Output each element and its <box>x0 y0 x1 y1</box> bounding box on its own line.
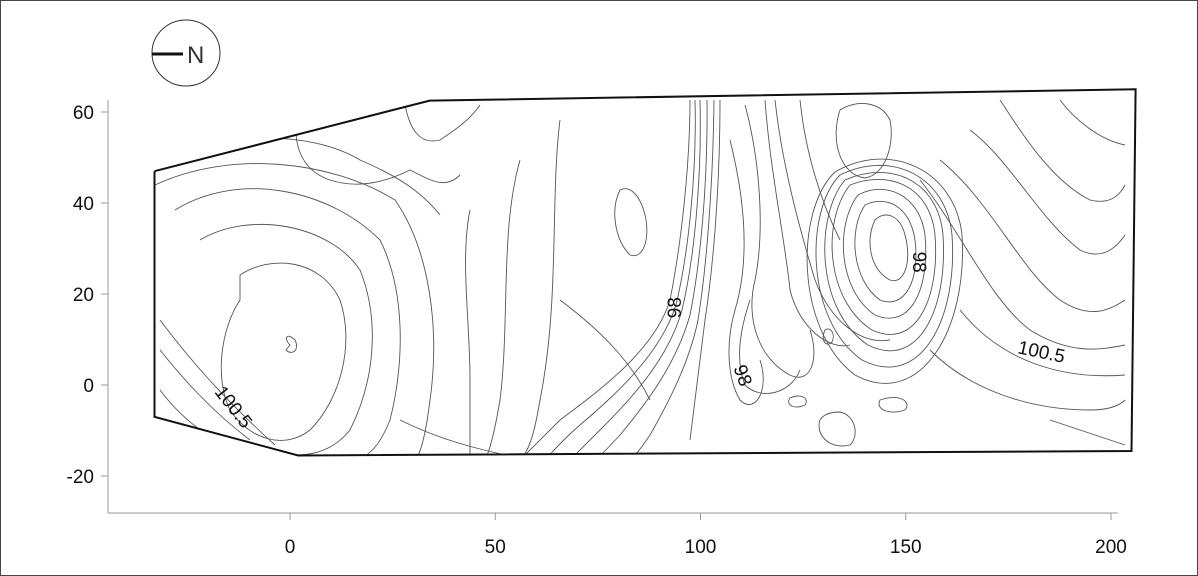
y-tick-label: 60 <box>73 103 94 124</box>
north-arrow-label: N <box>187 42 204 69</box>
contour-line <box>835 103 892 179</box>
contour-line <box>774 99 891 342</box>
contour-line <box>878 397 908 413</box>
contour-line <box>939 159 1126 312</box>
contour-line <box>806 158 963 384</box>
contour-line <box>788 395 807 408</box>
y-tick-label: 40 <box>73 194 94 215</box>
contour-line <box>629 99 715 456</box>
contour-line <box>739 299 801 394</box>
contour-line <box>404 104 481 142</box>
y-tick-label: 0 <box>83 376 94 397</box>
contour-label: 100.5 <box>1016 337 1067 367</box>
contour-label: 98 <box>665 297 686 318</box>
contour-line <box>174 188 401 456</box>
contour-line <box>929 349 1126 411</box>
contour-line <box>559 299 651 401</box>
contour-line <box>199 223 373 456</box>
x-tick-label: 150 <box>890 537 922 558</box>
contour-line <box>854 200 917 303</box>
contour-line <box>799 99 841 241</box>
contour-line <box>159 349 251 441</box>
north-arrow: N <box>151 19 221 87</box>
contour-line <box>484 159 521 456</box>
contour-line <box>969 129 1126 255</box>
contour-line <box>744 104 815 378</box>
contour-line <box>399 419 521 456</box>
contour-line <box>728 139 764 405</box>
contour-label: 98 <box>729 362 756 389</box>
contour-line <box>869 214 909 282</box>
contour-line <box>220 262 347 441</box>
contour-label: 100.5 <box>210 382 256 432</box>
contour-line <box>822 328 834 345</box>
contour-line <box>594 99 708 456</box>
contour-line <box>614 188 648 256</box>
contour-labels: 100.5 98 98 98 100.5 <box>210 252 1067 433</box>
contour-line <box>843 188 927 319</box>
x-tick-label: 200 <box>1095 537 1127 558</box>
contour-line <box>815 165 954 368</box>
y-tick-label: 20 <box>73 285 94 306</box>
contour-line <box>519 99 691 456</box>
contour-line <box>285 335 297 353</box>
contour-line <box>831 179 937 335</box>
contour-line <box>519 119 561 456</box>
contour-line <box>999 99 1126 202</box>
contour-line <box>919 179 1126 350</box>
x-tick-label: 0 <box>285 537 296 558</box>
contour-line <box>689 99 721 441</box>
contour-line <box>824 172 944 352</box>
y-tick-label: -20 <box>67 467 94 488</box>
contour-label: 98 <box>908 252 929 273</box>
contour-line <box>295 109 461 185</box>
contour-line <box>818 411 856 447</box>
axes: 0 50 100 150 200 -20 0 20 40 60 <box>67 100 1127 558</box>
contour-lines <box>154 99 1126 456</box>
contour-line <box>569 99 701 456</box>
contour-line <box>1059 99 1126 146</box>
contour-line <box>1049 419 1126 446</box>
site-boundary <box>153 88 1137 457</box>
contour-line <box>465 209 471 456</box>
contour-line <box>159 319 276 446</box>
boundary-layer <box>153 88 1137 457</box>
x-tick-label: 50 <box>485 537 506 558</box>
contour-line <box>959 309 1126 377</box>
contour-line <box>764 99 851 347</box>
contour-line <box>154 163 435 456</box>
contour-line <box>544 99 696 456</box>
x-tick-label: 100 <box>685 537 717 558</box>
